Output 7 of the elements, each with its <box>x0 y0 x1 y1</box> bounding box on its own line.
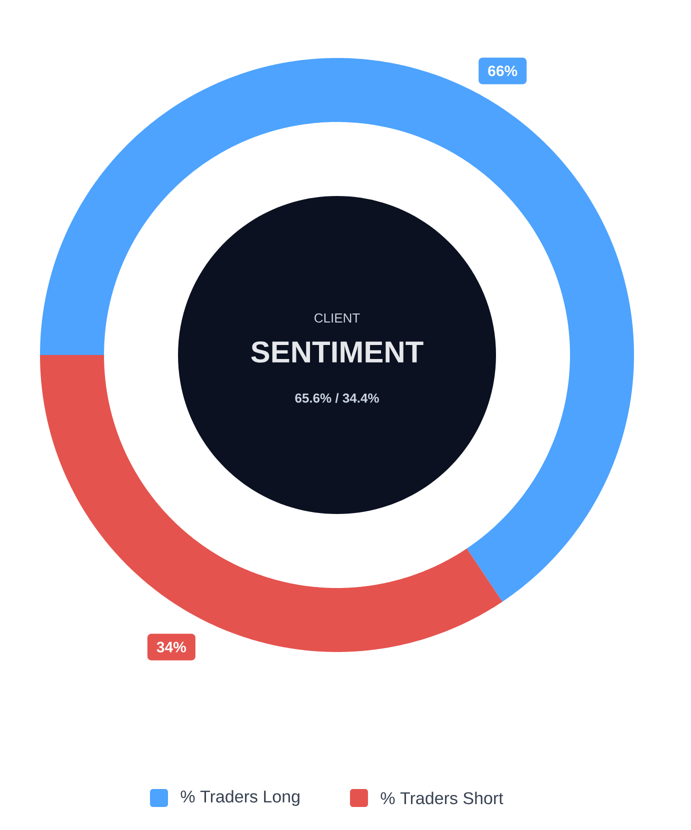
data-label: 66% <box>488 66 518 76</box>
text: 65.6% / 34.4% <box>295 393 379 403</box>
data-label: 34% <box>156 642 186 652</box>
legend-label: % Traders Long <box>180 790 300 806</box>
legend-label: % Traders Short <box>380 792 504 804</box>
text: SENTIMENT <box>251 341 424 363</box>
text: CLIENT <box>314 313 360 323</box>
